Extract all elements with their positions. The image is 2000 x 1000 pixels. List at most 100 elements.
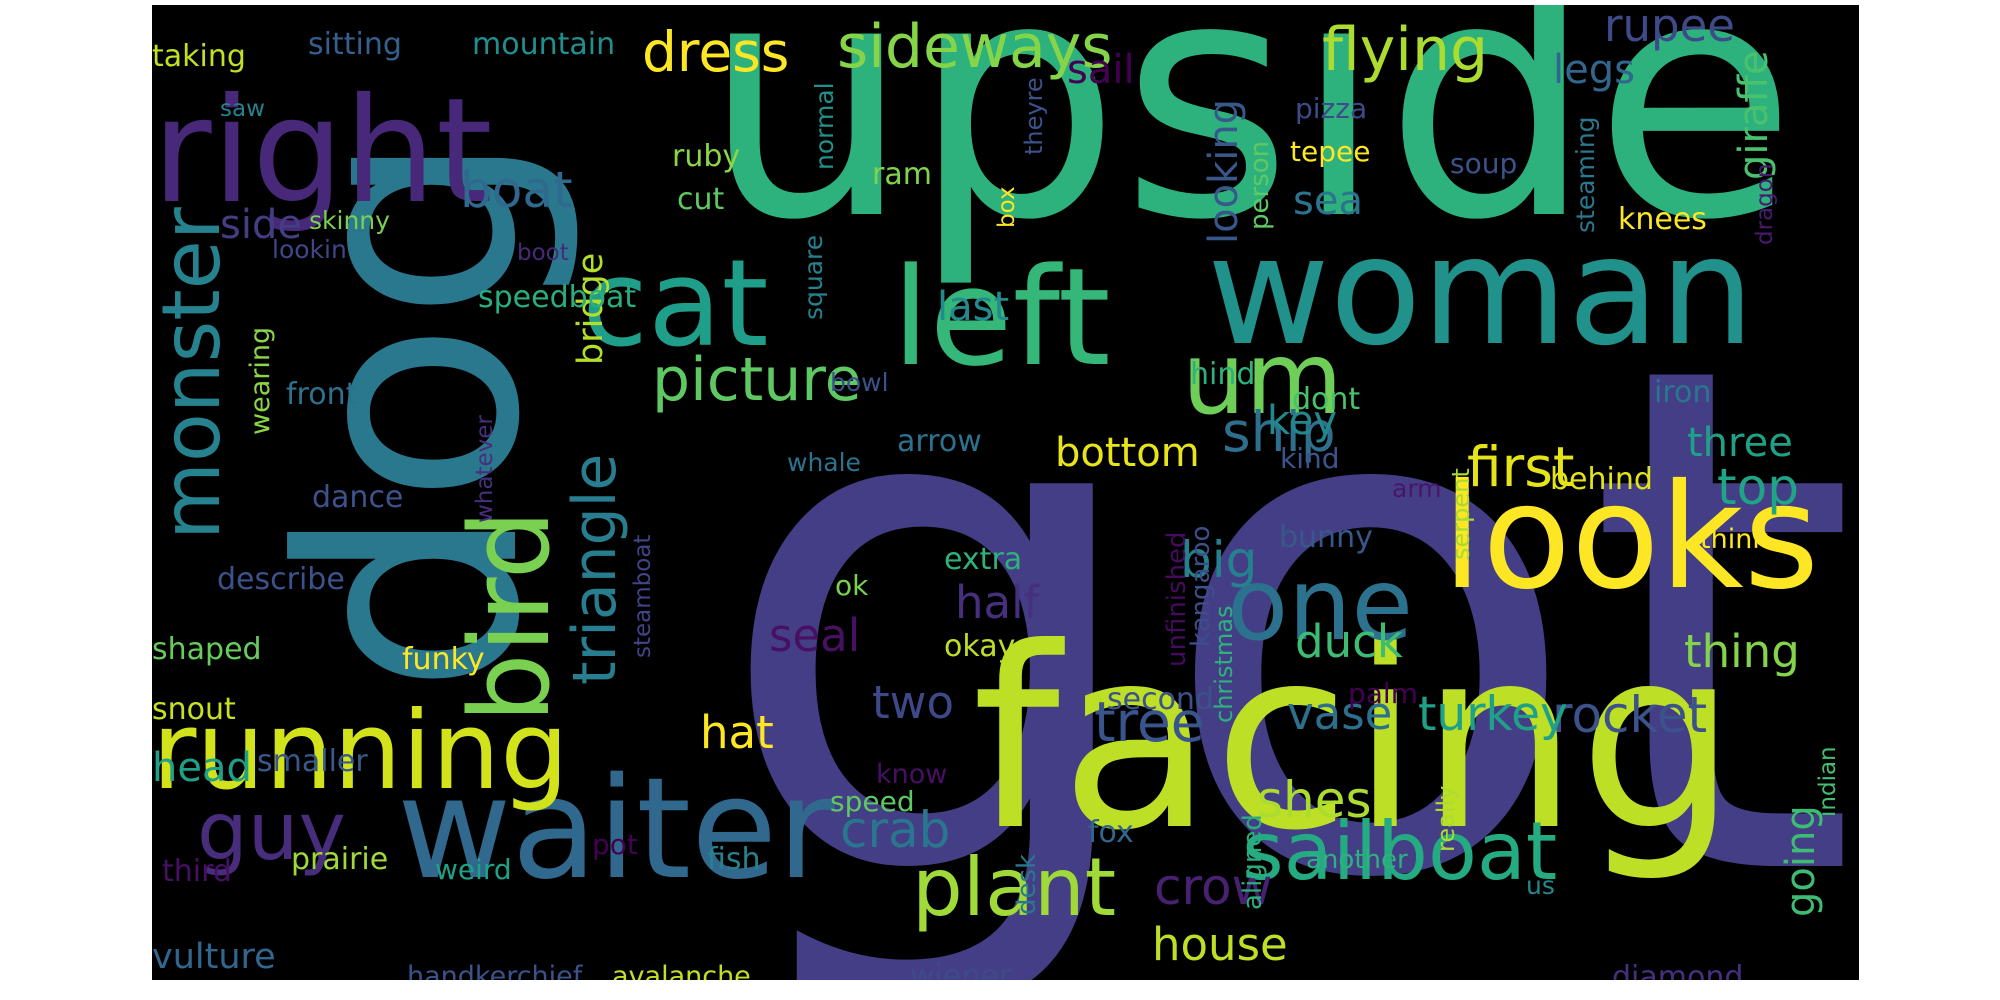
word-ok: ok: [835, 569, 869, 602]
word-cat: cat: [582, 235, 769, 374]
word-bunny: bunny: [1279, 520, 1373, 555]
word-think: think: [1700, 524, 1768, 555]
word-going: going: [1778, 805, 1824, 917]
word-arrow: arrow: [897, 424, 982, 459]
word-ruby: ruby: [672, 139, 741, 174]
word-house: house: [1152, 918, 1288, 971]
word-knees: knees: [1618, 202, 1707, 237]
word-um: um: [1182, 320, 1343, 437]
word-steamboat: steamboat: [630, 534, 656, 658]
word-sailboat: sailboat: [1242, 805, 1558, 898]
word-fish: fish: [707, 842, 761, 877]
word-saw: saw: [220, 96, 265, 122]
word-tepee: tepee: [1290, 135, 1371, 168]
word-sideways: sideways: [837, 12, 1113, 82]
word-hind: hind: [1190, 357, 1256, 392]
word-rocket: rocket: [1552, 686, 1708, 744]
word-top: top: [1717, 458, 1799, 516]
word-turkey: turkey: [1418, 687, 1568, 742]
word-sail: sail: [1067, 47, 1135, 93]
word-extra: extra: [944, 542, 1023, 577]
word-dont: dont: [1292, 382, 1361, 417]
word-hat: hat: [700, 706, 774, 759]
word-triangle: triangle: [560, 453, 630, 685]
word-facing: facing: [972, 594, 1738, 885]
word-taking: taking: [152, 39, 246, 74]
word-running: running: [152, 689, 569, 814]
word-speed: speed: [830, 785, 915, 818]
word-steaming: steaming: [1571, 116, 1600, 233]
word-describe: describe: [217, 562, 345, 597]
word-diamond: diamond: [1612, 960, 1744, 981]
word-desk: desk: [1012, 853, 1042, 915]
word-sitting: sitting: [308, 27, 402, 62]
word-really: really: [1432, 785, 1460, 852]
word-cut: cut: [677, 182, 725, 217]
word-cloud: got upside dog facing woman right looks waiter l…: [152, 5, 1859, 980]
word-legs: legs: [1553, 47, 1635, 93]
word-dress: dress: [642, 20, 790, 84]
word-square: square: [799, 234, 828, 320]
word-wearing: wearing: [245, 326, 276, 435]
word-head: head: [152, 745, 252, 791]
word-speedboat: speedboat: [478, 280, 637, 315]
word-tree: tree: [1094, 690, 1205, 754]
word-indian: indian: [1815, 746, 1841, 817]
word-aligned: aligned: [1238, 814, 1268, 910]
word-pot: pot: [592, 828, 638, 861]
word-us: us: [1526, 871, 1555, 900]
word-normal: normal: [810, 82, 839, 170]
word-dragon: dragon: [1752, 163, 1778, 245]
word-unfinished: unfinished: [1162, 531, 1192, 667]
word-plant: plant: [912, 841, 1117, 934]
word-last: last: [937, 284, 1010, 330]
word-weird: weird: [435, 853, 512, 886]
word-box: box: [994, 186, 1020, 228]
word-second: second: [1107, 682, 1214, 717]
word-got: got: [712, 217, 1859, 980]
word-boot: boot: [517, 240, 569, 266]
word-duck: duck: [1295, 615, 1403, 668]
word-theyre: theyre: [1020, 77, 1048, 155]
word-know: know: [876, 759, 948, 790]
word-one: one: [1227, 546, 1414, 663]
word-crab: crab: [840, 801, 951, 859]
word-thing: thing: [1684, 625, 1800, 678]
word-upside: upside: [702, 5, 1797, 292]
word-smaller: smaller: [257, 744, 368, 779]
word-woman: woman: [1207, 205, 1755, 379]
word-left: left: [892, 239, 1111, 396]
word-dance: dance: [312, 480, 404, 515]
word-waiter: waiter: [397, 748, 835, 911]
word-seal: seal: [769, 609, 861, 662]
word-funky: funky: [402, 642, 485, 677]
word-looking: looking: [1201, 98, 1247, 244]
word-crow: crow: [1154, 858, 1273, 916]
word-mountain: mountain: [472, 27, 616, 62]
word-two: two: [872, 676, 954, 729]
word-soup: soup: [1450, 147, 1518, 180]
word-kind: kind: [1280, 442, 1340, 475]
word-big: big: [1180, 531, 1258, 589]
word-ship: ship: [1222, 400, 1336, 464]
word-fox: fox: [1088, 815, 1134, 850]
word-handkerchief: handkerchief: [407, 961, 583, 980]
word-prairie: prairie: [291, 842, 389, 877]
word-arm: arm: [1392, 474, 1442, 503]
word-serpent: serpent: [1447, 468, 1475, 560]
word-vulture: vulture: [152, 937, 276, 977]
word-three: three: [1687, 420, 1793, 466]
word-monster: monster: [152, 207, 238, 540]
word-half: half: [955, 576, 1040, 629]
word-front: front: [286, 377, 358, 412]
word-picture: picture: [652, 345, 862, 415]
word-looks: looks: [1442, 453, 1820, 622]
word-whale: whale: [787, 448, 861, 477]
word-iron: iron: [1654, 375, 1712, 410]
word-whatever: whatever: [472, 415, 498, 523]
word-guy: guy: [197, 785, 346, 878]
word-first: first: [1467, 435, 1575, 499]
word-rupee: rupee: [1604, 5, 1735, 52]
word-palm: palm: [1348, 677, 1418, 710]
word-snout: snout: [152, 692, 236, 727]
